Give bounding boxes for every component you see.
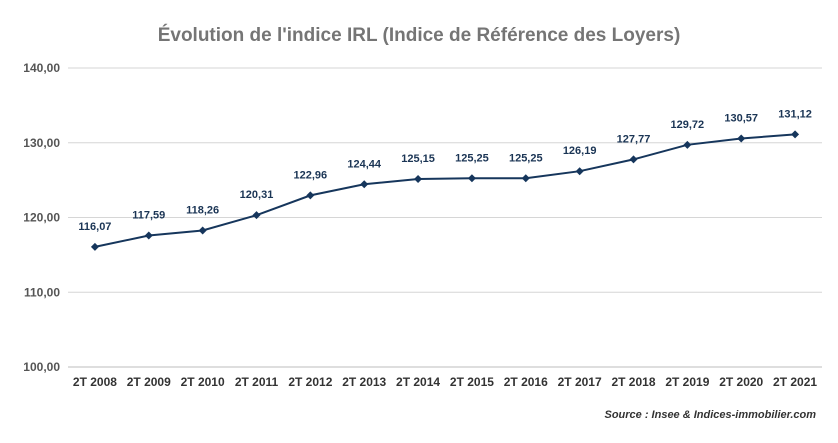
data-label: 116,07 <box>78 221 111 233</box>
x-tick-label: 2T 2013 <box>342 375 386 389</box>
data-point <box>737 134 746 143</box>
data-markers <box>90 130 800 251</box>
data-label: 124,44 <box>347 158 382 170</box>
data-label: 120,31 <box>240 189 274 201</box>
data-label: 127,77 <box>617 133 651 145</box>
data-label: 129,72 <box>671 119 705 131</box>
y-tick-label: 110,00 <box>24 285 60 299</box>
data-point <box>791 130 800 139</box>
data-point <box>360 180 369 189</box>
data-point <box>414 175 423 184</box>
data-point <box>252 211 261 220</box>
x-tick-label: 2T 2020 <box>719 375 763 389</box>
x-tick-label: 2T 2021 <box>773 375 817 389</box>
x-tick-label: 2T 2016 <box>504 375 548 389</box>
x-tick-label: 2T 2011 <box>235 375 279 389</box>
gridlines <box>68 67 822 368</box>
chart-title: Évolution de l'indice IRL (Indice de Réf… <box>158 24 681 46</box>
data-label: 125,25 <box>509 152 543 164</box>
data-point <box>683 140 692 149</box>
data-labels: 116,07 117,59 118,26 120,31 122,96 124,44 125,… <box>78 108 811 232</box>
data-label: 131,12 <box>778 108 812 120</box>
data-label: 118,26 <box>186 205 219 217</box>
source-note: Source : Insee & Indices-immobilier.com <box>604 409 816 421</box>
x-tick-label: 2T 2012 <box>288 375 332 389</box>
data-label: 130,57 <box>724 112 758 124</box>
x-tick-label: 2T 2008 <box>73 375 117 389</box>
data-point <box>306 191 315 200</box>
data-point <box>90 242 99 251</box>
series-line <box>94 133 796 248</box>
data-label: 117,59 <box>132 210 165 222</box>
x-tick-label: 2T 2014 <box>396 375 440 389</box>
y-tick-label: 100,00 <box>23 360 60 374</box>
data-label: 126,19 <box>563 145 597 157</box>
y-tick-label: 130,00 <box>23 136 60 150</box>
data-point <box>521 174 530 183</box>
x-tick-label: 2T 2019 <box>665 375 709 389</box>
data-label: 125,25 <box>455 152 489 164</box>
x-tick-label: 2T 2018 <box>611 375 655 389</box>
data-label: 122,96 <box>294 169 328 181</box>
x-axis-tick-labels: 2T 2008 2T 2009 2T 2010 2T 2011 2T 2012 2T 20… <box>73 375 818 389</box>
y-tick-label: 120,00 <box>23 211 60 225</box>
data-point <box>629 155 638 164</box>
y-tick-label: 140,00 <box>23 61 60 75</box>
data-point <box>144 231 153 240</box>
x-tick-label: 2T 2009 <box>127 375 171 389</box>
data-point <box>575 167 584 176</box>
x-tick-label: 2T 2017 <box>558 375 602 389</box>
data-point <box>467 174 476 183</box>
data-point <box>198 226 207 235</box>
x-tick-label: 2T 2015 <box>450 375 494 389</box>
data-label: 125,15 <box>401 153 435 165</box>
y-axis-tick-labels: 100,00 110,00 120,00 130,00 140,00 <box>23 61 60 374</box>
x-tick-label: 2T 2010 <box>181 375 225 389</box>
